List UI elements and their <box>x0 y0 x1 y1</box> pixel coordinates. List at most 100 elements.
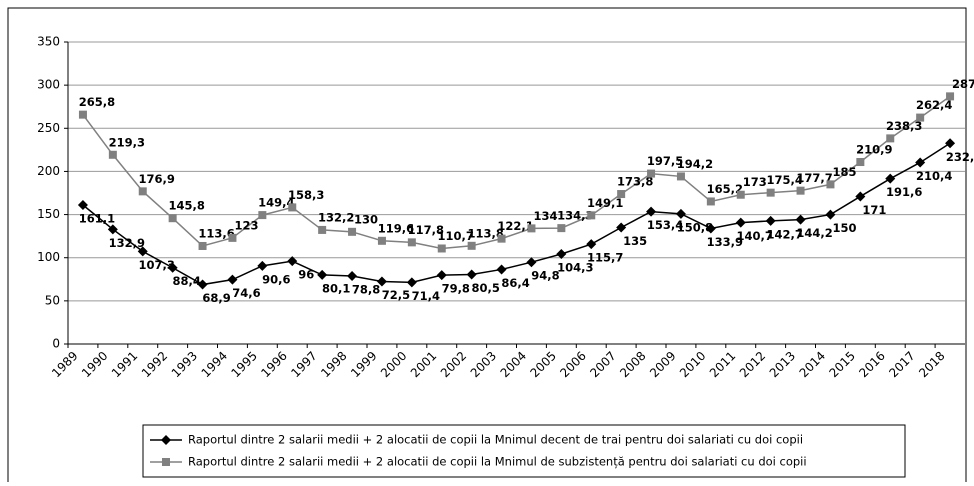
value-label: 176,9 <box>139 172 175 186</box>
x-tick-label: 2008 <box>617 349 648 380</box>
point <box>916 113 925 122</box>
value-label: 90,6 <box>262 272 290 286</box>
value-label: 149,4 <box>258 196 294 210</box>
value-label: 130 <box>354 212 378 226</box>
value-label: 110,7 <box>438 229 474 243</box>
point <box>138 187 147 196</box>
point <box>318 225 327 234</box>
value-label: 117,8 <box>408 223 444 237</box>
value-label: 142,7 <box>766 227 802 241</box>
value-label: 140,7 <box>737 229 773 243</box>
point <box>347 271 358 282</box>
value-label: 74,6 <box>232 286 260 300</box>
value-label: 173 <box>743 175 767 189</box>
point <box>497 234 506 243</box>
point <box>945 138 956 149</box>
point <box>227 274 238 285</box>
point <box>646 206 657 217</box>
x-tick-label: 2007 <box>587 349 618 380</box>
series-line <box>82 142 951 286</box>
x-tick-label: 2005 <box>527 349 558 380</box>
y-tick-label: 150 <box>37 207 60 221</box>
value-label: 210,9 <box>856 143 892 157</box>
chart-frame <box>7 7 967 486</box>
value-label: 115,7 <box>587 251 623 265</box>
value-label: 86,4 <box>501 276 529 290</box>
point <box>288 203 297 212</box>
point <box>437 244 446 253</box>
point <box>496 264 507 275</box>
x-tick-label: 2016 <box>856 349 887 380</box>
value-label: 173,8 <box>617 175 653 189</box>
point <box>856 158 865 167</box>
point <box>675 208 686 219</box>
y-tick-label: 200 <box>37 164 60 178</box>
point <box>527 224 536 233</box>
value-label: 80,5 <box>471 281 499 295</box>
point <box>467 241 476 250</box>
x-tick-label: 2013 <box>767 349 798 380</box>
value-label: 165,2 <box>707 182 743 196</box>
x-tick-label: 1992 <box>139 349 170 380</box>
value-label: 119,6 <box>378 221 414 235</box>
point <box>586 239 597 250</box>
point <box>167 262 178 273</box>
legend-marker <box>162 458 170 466</box>
x-tick-label: 2006 <box>557 349 588 380</box>
point <box>228 233 237 242</box>
x-tick-label: 2017 <box>886 349 917 380</box>
x-tick-label: 1990 <box>79 349 110 380</box>
point <box>765 215 776 226</box>
x-tick-label: 2010 <box>677 349 708 380</box>
value-label: 72,5 <box>382 288 410 302</box>
point <box>706 197 715 206</box>
x-tick-label: 1991 <box>109 349 140 380</box>
point <box>557 224 566 233</box>
y-tick-label: 100 <box>37 250 60 264</box>
point <box>108 150 117 159</box>
y-tick-label: 0 <box>52 337 60 351</box>
value-label: 153,4 <box>647 218 683 232</box>
value-label: 175,4 <box>766 173 802 187</box>
point <box>317 269 328 280</box>
point <box>886 134 895 143</box>
x-tick-label: 2003 <box>468 349 499 380</box>
x-tick-label: 2002 <box>438 349 469 380</box>
point <box>915 157 926 168</box>
point <box>946 92 955 101</box>
value-label: 71,4 <box>412 289 440 303</box>
value-label: 68,9 <box>202 291 230 305</box>
value-label: 185 <box>832 165 856 179</box>
value-label: 107,3 <box>139 258 175 272</box>
value-label: 104,3 <box>557 261 593 275</box>
point <box>617 190 626 199</box>
value-label: 287 <box>952 77 974 91</box>
point <box>406 277 417 288</box>
x-tick-label: 2001 <box>408 349 439 380</box>
value-label: 150,8 <box>677 220 713 234</box>
y-tick-label: 50 <box>45 293 60 307</box>
value-label: 171 <box>862 203 886 217</box>
point <box>676 172 685 181</box>
point <box>616 222 627 233</box>
x-tick-label: 1993 <box>169 349 200 380</box>
x-tick-label: 2018 <box>916 349 947 380</box>
x-tick-label: 2004 <box>498 349 529 380</box>
value-label: 79,8 <box>442 282 470 296</box>
point <box>736 190 745 199</box>
point <box>795 214 806 225</box>
point <box>855 191 866 202</box>
point <box>258 211 267 220</box>
x-tick-label: 2000 <box>378 349 409 380</box>
value-label: 161,1 <box>79 211 115 225</box>
value-label: 123 <box>234 218 258 232</box>
value-label: 144,2 <box>796 226 832 240</box>
value-label: 135 <box>623 234 647 248</box>
point <box>257 260 268 271</box>
point <box>825 209 836 220</box>
value-label: 232,6 <box>946 150 974 164</box>
value-label: 197,5 <box>647 154 683 168</box>
value-label: 194,2 <box>677 157 713 171</box>
x-tick-label: 1999 <box>348 349 379 380</box>
point <box>766 188 775 197</box>
